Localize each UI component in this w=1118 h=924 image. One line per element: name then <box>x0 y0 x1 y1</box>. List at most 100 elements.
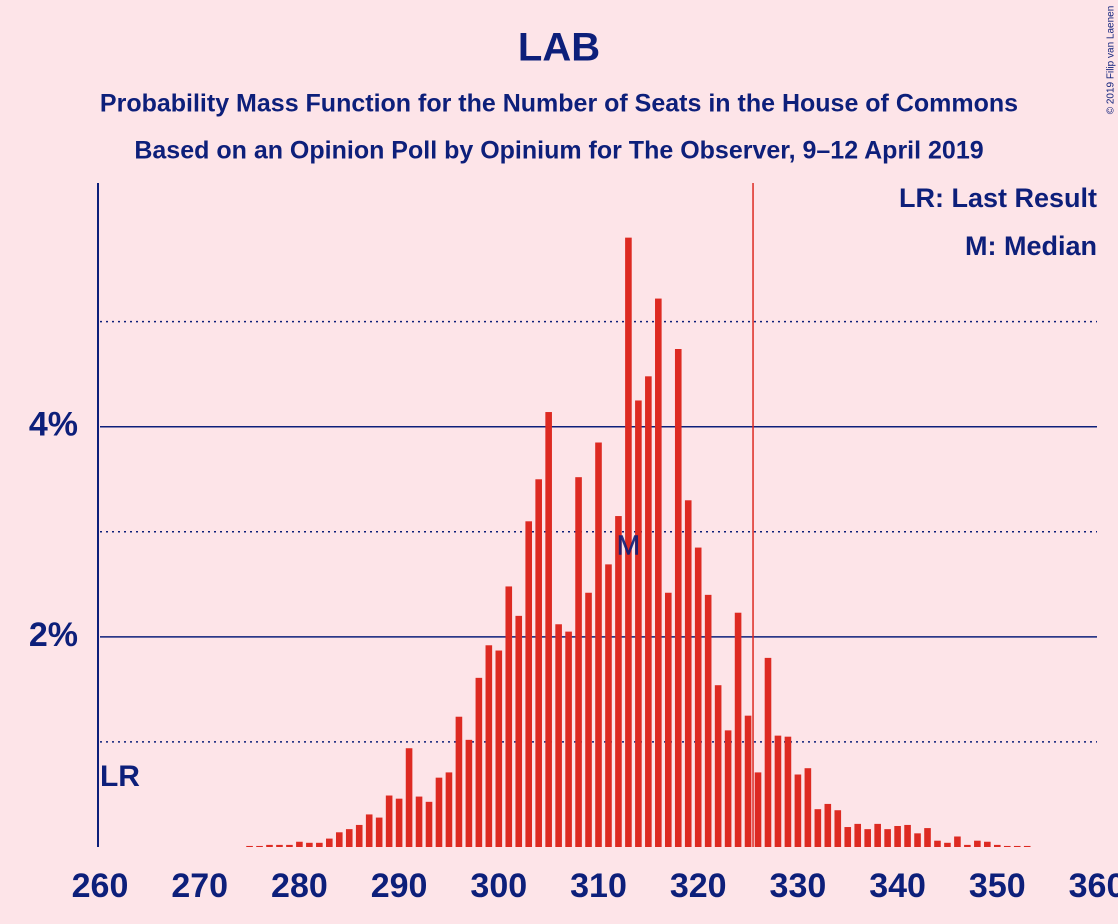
median-marker: M <box>617 529 640 560</box>
chart-subtitle: Based on an Opinion Poll by Opinium for … <box>134 137 983 165</box>
bar <box>764 657 772 847</box>
bar <box>355 824 363 847</box>
bar <box>415 796 423 847</box>
bar <box>794 774 802 847</box>
bar <box>296 841 303 847</box>
bar <box>365 814 373 847</box>
bar <box>994 844 1001 847</box>
chart-title: LAB <box>518 26 600 70</box>
bar <box>754 772 762 847</box>
bar <box>784 736 792 847</box>
x-tick-label: 340 <box>869 867 926 905</box>
bar <box>734 612 742 847</box>
bar <box>515 615 523 847</box>
bar <box>545 412 552 847</box>
bar <box>874 823 881 847</box>
chart-subtitle: Probability Mass Function for the Number… <box>100 90 1018 118</box>
bar <box>844 827 852 847</box>
bar <box>744 715 752 847</box>
bar <box>266 844 273 847</box>
bar <box>575 477 582 847</box>
bar <box>525 521 533 847</box>
x-tick-label: 280 <box>271 867 328 905</box>
bar <box>724 730 732 847</box>
x-tick-label: 350 <box>969 867 1026 905</box>
bar <box>375 817 383 847</box>
bar <box>485 645 493 847</box>
bar <box>814 809 822 847</box>
bar <box>585 592 592 847</box>
bar <box>435 777 443 847</box>
bar <box>924 828 931 847</box>
legend-entry: LR: Last Result <box>899 183 1097 213</box>
bar <box>974 840 981 847</box>
bar <box>625 237 632 847</box>
bar <box>774 735 782 847</box>
bar <box>455 716 463 847</box>
bar <box>655 298 662 848</box>
x-tick-label: 300 <box>470 867 527 905</box>
bar <box>405 748 413 847</box>
bar <box>824 803 832 847</box>
x-tick-label: 290 <box>371 867 428 905</box>
bar <box>804 768 812 847</box>
bar <box>704 594 712 847</box>
bar <box>934 840 941 847</box>
bar <box>1023 845 1031 847</box>
x-tick-label: 360 <box>1069 867 1118 905</box>
x-tick-label: 320 <box>670 867 727 905</box>
bar <box>964 844 971 847</box>
y-tick-label: 2% <box>29 616 78 654</box>
bar <box>306 842 313 847</box>
bar <box>894 825 901 847</box>
copyright: © 2019 Filip van Laenen <box>1106 6 1117 115</box>
bar <box>246 845 253 847</box>
bar <box>904 824 911 847</box>
bar <box>854 823 862 847</box>
bar <box>984 841 991 847</box>
bar <box>395 798 403 847</box>
bar <box>335 832 343 847</box>
bar <box>954 836 961 847</box>
bar <box>316 842 323 847</box>
bar <box>465 739 473 847</box>
bar <box>345 829 353 847</box>
bar <box>664 592 672 847</box>
bar <box>684 500 692 847</box>
bar <box>615 516 622 847</box>
bar <box>475 677 483 847</box>
bar <box>505 586 513 847</box>
bar <box>694 547 702 847</box>
x-tick-label: 330 <box>770 867 827 905</box>
bar <box>864 829 871 847</box>
x-tick-label: 310 <box>570 867 627 905</box>
bar <box>595 442 602 847</box>
bar <box>445 772 453 847</box>
x-tick-label: 270 <box>171 867 228 905</box>
bar <box>495 650 503 847</box>
bar <box>714 685 722 847</box>
bar <box>1013 845 1021 847</box>
bar <box>555 624 562 847</box>
x-tick-label: 260 <box>72 867 129 905</box>
bar <box>565 631 572 847</box>
bar <box>674 349 682 847</box>
last-result-label: LR <box>100 760 140 793</box>
bar <box>645 376 652 847</box>
bar <box>385 795 393 847</box>
bar <box>635 400 642 847</box>
bar <box>834 810 842 847</box>
bar <box>884 829 891 847</box>
bar <box>276 844 283 847</box>
bar <box>944 842 951 847</box>
bar <box>326 838 333 847</box>
bar <box>286 844 293 847</box>
legend-entry: M: Median <box>965 231 1097 261</box>
bar <box>425 801 433 847</box>
y-tick-label: 4% <box>29 406 78 444</box>
bar <box>1003 845 1011 847</box>
bar <box>256 845 263 847</box>
bar <box>605 564 612 847</box>
bar <box>535 479 542 847</box>
